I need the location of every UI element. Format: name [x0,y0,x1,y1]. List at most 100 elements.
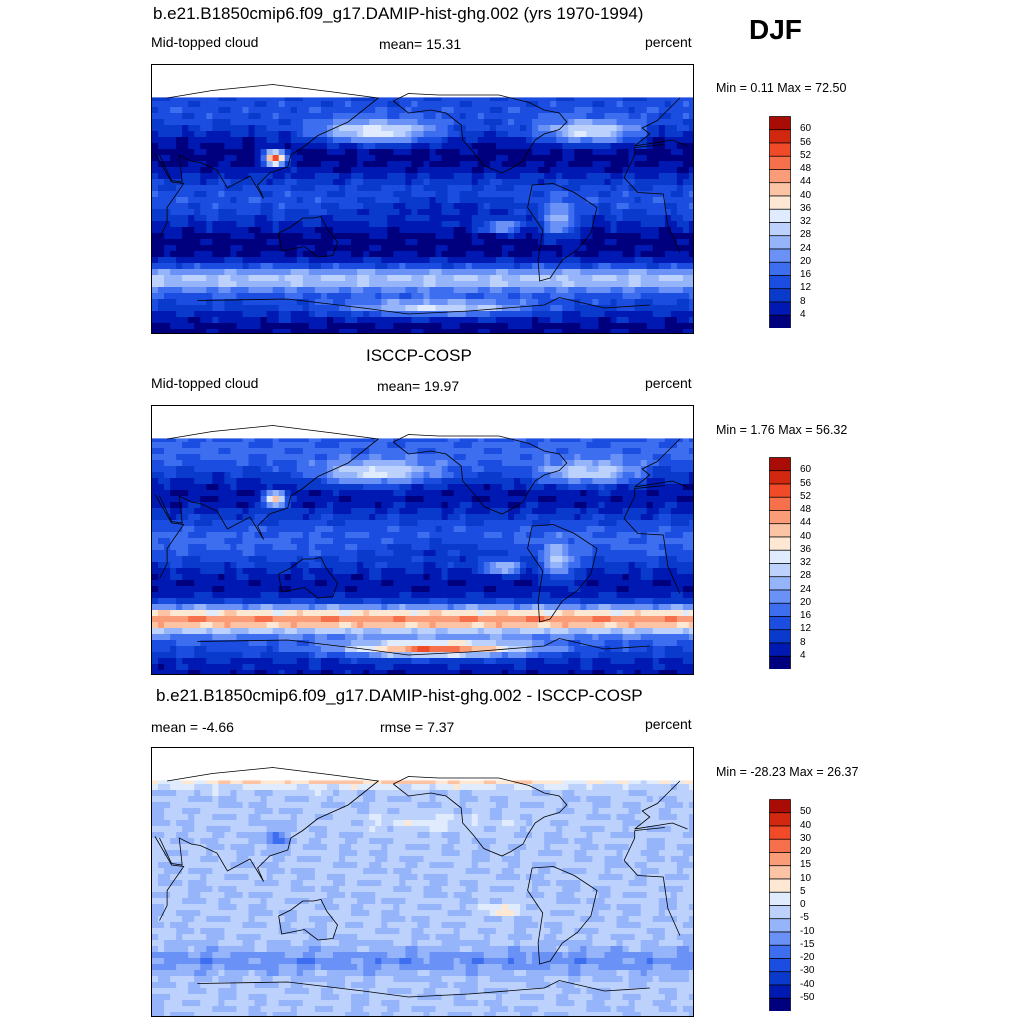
grid-cell [544,311,551,318]
grid-cell [628,448,636,455]
grid-cell [682,436,690,443]
grid-cell [333,125,340,132]
grid-cell [357,263,364,270]
grid-cell [387,209,394,216]
grid-cell [158,143,165,150]
grid-cell [520,143,527,150]
colorbar-tick-label: 60 [800,123,812,135]
grid-cell [628,191,636,198]
grid-cell [604,281,612,288]
grid-cell [284,257,292,264]
grid-cell [634,263,642,270]
grid-cell [194,107,201,114]
grid-cell [164,263,171,270]
grid-cell [495,191,503,198]
grid-cell [598,221,606,228]
grid-cell [471,149,479,156]
grid-cell [568,143,575,150]
grid-cell [646,317,654,324]
grid-cell [495,179,503,186]
grid-cell [218,275,225,282]
grid-cell [152,191,159,198]
grid-cell [236,317,244,324]
grid-cell [526,275,533,282]
grid-cell [616,185,624,192]
grid-cell [236,251,244,258]
grid-cell [574,167,581,174]
panel2-title: ISCCP-COSP [366,346,472,365]
grid-cell [242,221,250,228]
grid-cell [339,179,346,186]
grid-cell [345,442,352,449]
grid-cell [164,113,171,120]
colorbar-swatch [769,116,791,131]
grid-cell [652,305,660,312]
grid-cell [646,275,654,282]
grid-cell [224,227,232,234]
grid-cell [586,113,594,120]
grid-cell [206,263,213,270]
grid-cell [550,239,557,246]
grid-cell [544,101,551,108]
grid-cell [405,287,413,294]
grid-cell [688,233,693,240]
grid-cell [411,448,419,455]
grid-cell [381,101,388,108]
grid-cell [580,299,587,306]
grid-cell [640,239,648,246]
grid-cell [682,305,690,312]
grid-cell [405,119,413,126]
grid-cell [646,191,654,198]
grid-cell [375,311,382,318]
grid-cell [514,155,521,162]
grid-cell [357,317,364,324]
grid-cell [423,155,431,162]
grid-cell [405,203,413,210]
grid-cell [652,173,660,180]
grid-cell [248,448,256,455]
grid-cell [483,191,491,198]
grid-cell [520,287,527,294]
grid-cell [616,442,624,449]
grid-cell [646,442,654,449]
grid-cell [477,179,485,186]
grid-cell [471,287,479,294]
grid-cell [622,221,630,228]
grid-cell [453,149,461,156]
grid-cell [604,454,612,461]
grid-cell [194,149,201,156]
grid-cell [682,275,690,282]
grid-cell [646,460,654,467]
grid-cell [477,137,485,144]
grid-cell [483,269,491,276]
grid-cell [489,113,497,120]
grid-cell [646,281,654,288]
grid-cell [682,143,690,150]
grid-cell [526,191,533,198]
grid-cell [224,293,232,300]
grid-cell [465,221,473,228]
grid-cell [200,454,207,461]
grid-cell [459,197,467,204]
grid-cell [266,436,274,443]
grid-cell [411,107,419,114]
grid-cell [592,131,600,138]
grid-cell [538,179,545,186]
grid-cell [471,101,479,108]
grid-cell [345,125,352,132]
grid-cell [230,233,238,240]
grid-cell [164,137,171,144]
grid-cell [164,191,171,198]
grid-cell [616,197,624,204]
grid-cell [188,287,195,294]
grid-cell [302,329,310,333]
grid-cell [314,305,322,312]
grid-cell [664,191,672,198]
grid-cell [369,215,376,222]
grid-cell [242,155,250,162]
grid-cell [592,113,600,120]
grid-cell [646,113,654,120]
grid-cell [176,442,183,449]
grid-cell [230,436,238,443]
grid-cell [417,113,425,120]
